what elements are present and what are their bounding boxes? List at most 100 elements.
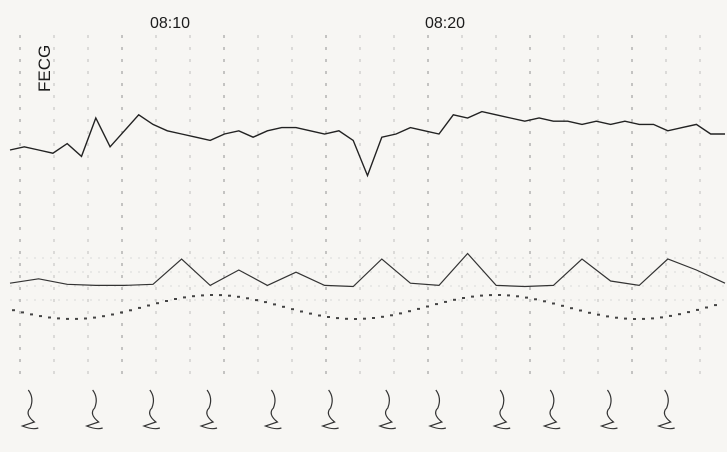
st-dot [165,300,168,302]
st-dots [12,294,717,320]
st-event-complex [428,389,447,430]
time-label-0820: 08:20 [425,15,465,32]
st-dot [264,301,267,304]
st-dot [336,317,339,320]
st-dot [714,304,717,307]
st-dot [678,313,681,316]
st-dot [102,315,105,318]
grid [10,35,725,380]
st-dot [93,316,96,319]
st-dot [39,315,42,318]
st-dot [570,307,573,310]
st-dot [408,310,411,313]
st-dot [48,316,51,319]
fhr-trace [9,110,725,178]
st-event-complex [492,389,511,430]
st-dot [300,310,303,313]
st-dot [147,304,150,307]
st-dot [282,305,285,308]
st-event-complex [20,389,39,430]
st-dot [552,302,555,305]
st-dot [210,294,213,296]
st-dot [372,317,375,319]
st-dot [138,306,141,309]
time-label-0810: 08:10 [150,15,190,32]
st-dot [228,294,231,297]
st-dot [534,298,537,301]
st-dot [597,313,600,316]
st-event-complex [378,389,396,430]
st-dot [219,294,222,297]
st-dot [462,297,465,299]
st-dot [75,317,78,320]
st-dot [111,313,114,316]
st-dot [66,317,69,320]
st-dot [318,314,321,317]
st-dot [417,307,420,310]
fecg-label: FECG [35,45,54,92]
st-event-complex [656,389,675,430]
st-event-complex [199,389,218,430]
st-dot [525,296,528,299]
st-dot [507,294,510,297]
st-dot [327,316,330,318]
st-dot [696,308,699,311]
st-dot [633,318,636,320]
st-dot [669,314,672,317]
st-event-complex [542,389,561,430]
st-dot [129,309,132,312]
st-dot [687,311,690,314]
st-dot [390,314,393,317]
st-dot [480,294,483,297]
st-dot [660,316,663,319]
st-dot [183,296,186,299]
st-dot [435,303,438,306]
st-dot [291,308,294,311]
st-dot [174,298,177,300]
st-dot [237,295,240,298]
st-dot [543,300,546,303]
st-dot [381,315,384,318]
st-dot [624,317,627,320]
st-event-complex [84,389,103,430]
st-event-complexes [20,389,675,430]
st-dot [498,294,501,296]
st-dot [201,294,204,297]
st-dot [426,305,429,308]
st-dot [354,318,357,320]
uterine-activity-trace [9,252,726,288]
st-dot [606,315,609,318]
st-dot [516,295,519,298]
st-dot [12,309,15,312]
st-dot [579,309,582,312]
st-dot [84,317,87,320]
st-dot [192,295,195,298]
st-dot [246,297,249,300]
st-dot [705,306,708,309]
st-dot [273,303,276,306]
st-dot [57,317,60,320]
st-event-complex [263,389,282,430]
st-dot [642,317,645,320]
st-dot [21,311,24,314]
st-dot [345,317,348,320]
st-dot [489,294,492,297]
st-dot [471,295,474,298]
st-dot [30,313,33,316]
st-event-complex [599,389,618,430]
st-dot [615,316,618,319]
st-dot [363,317,366,320]
st-dot [651,317,654,320]
st-dot [561,304,564,307]
st-dot [453,298,456,301]
st-dot [444,300,447,303]
st-event-complex [142,389,161,430]
st-dot [588,311,591,314]
st-dot [399,312,402,315]
st-dot [156,302,159,305]
st-dot [255,299,258,302]
st-dot [309,312,312,315]
st-dot [120,311,123,314]
st-event-complex [320,389,339,430]
